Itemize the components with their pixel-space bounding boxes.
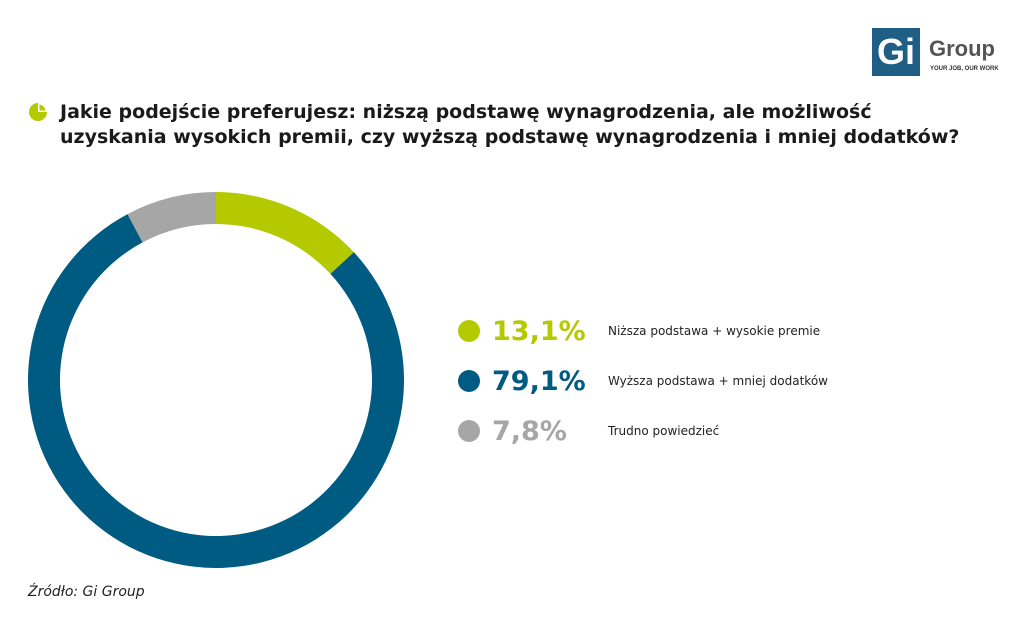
legend-percent: 7,8% <box>492 415 567 447</box>
donut-slice-1 <box>216 192 354 274</box>
logo-name: Group <box>929 36 995 61</box>
logo-tagline: YOUR JOB, OUR WORK <box>930 66 999 72</box>
donut-slice-3 <box>127 192 216 243</box>
source-note: Źródło: Gi Group <box>28 584 145 600</box>
legend-dot <box>458 320 480 342</box>
legend-item: 79,1% Wyższa podstawa + mniej dodatków <box>458 365 828 397</box>
legend-label: Trudno powiedzieć <box>608 424 720 438</box>
legend-item: 13,1% Niższa podstawa + wysokie premie <box>458 315 820 347</box>
gi-group-logo: Gi Group YOUR JOB, OUR WORK <box>872 28 1012 78</box>
legend-dot <box>458 420 480 442</box>
logo-mark: Gi <box>872 28 920 76</box>
legend-label: Wyższa podstawa + mniej dodatków <box>608 374 828 388</box>
legend-percent: 79,1% <box>492 365 586 397</box>
chart-title: Jakie podejście preferujesz: niższą pods… <box>60 101 960 148</box>
pie-chart-icon <box>29 103 47 121</box>
donut-slice-2 <box>28 214 405 568</box>
legend-item: 7,8% Trudno powiedzieć <box>458 415 719 447</box>
legend-percent: 13,1% <box>492 315 586 347</box>
legend-dot <box>458 370 480 392</box>
donut-chart <box>28 192 405 568</box>
legend-label: Niższa podstawa + wysokie premie <box>608 324 821 338</box>
